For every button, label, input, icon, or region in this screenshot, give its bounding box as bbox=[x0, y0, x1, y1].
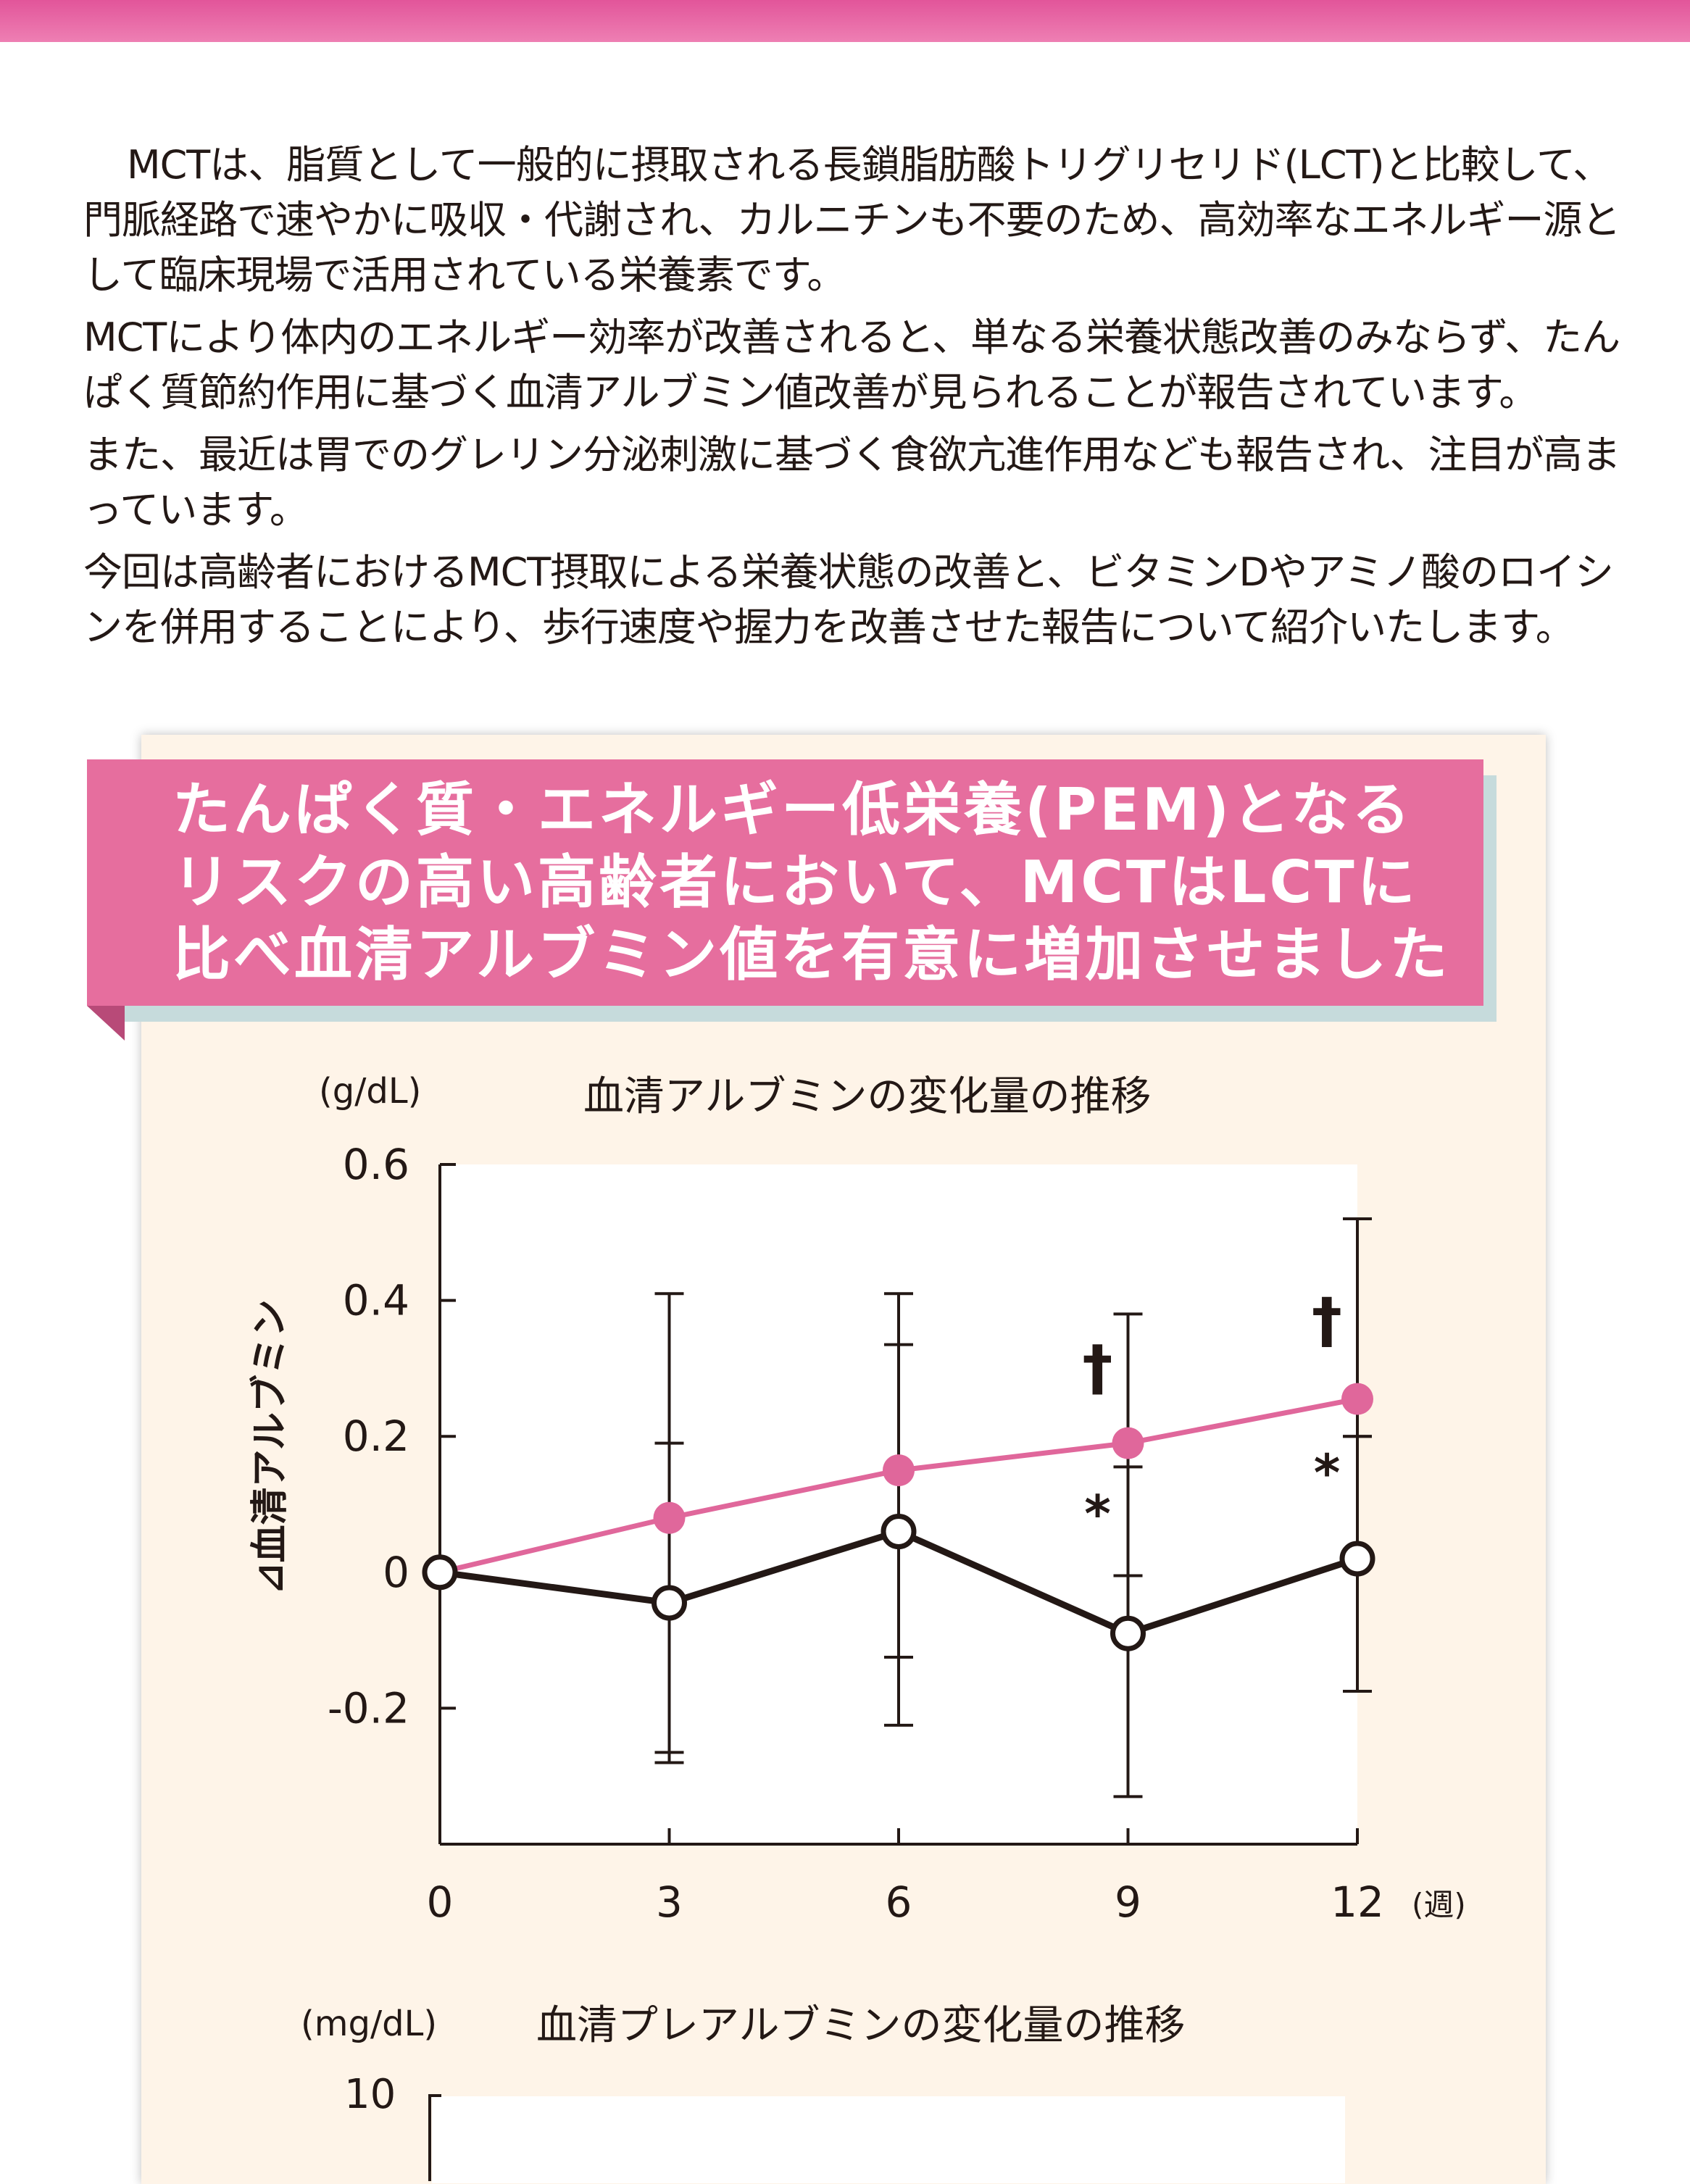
intro-paragraph: MCTにより体内のエネルギー効率が改善されると、単なる栄養状態改善のみならず、た… bbox=[83, 314, 1620, 415]
significance-mark: † bbox=[1083, 1333, 1113, 1404]
data-point-lct bbox=[422, 1554, 458, 1591]
data-point-lct bbox=[881, 1514, 917, 1550]
data-point-lct bbox=[652, 1585, 687, 1621]
x-tick-label: 6 bbox=[886, 1877, 912, 1927]
chart2-title: 血清プレアルブミンの変化量の推移 bbox=[536, 2002, 1186, 2049]
headline-banner bbox=[87, 759, 1483, 1006]
x-unit-label: (週) bbox=[1412, 1887, 1466, 1922]
x-tick-label: 12 bbox=[1331, 1877, 1384, 1927]
y-tick-label: 0 bbox=[383, 1548, 409, 1597]
intro-text: MCTは、脂質として一般的に摂取される長鎖脂肪酸トリグリセリド(LCT)と比較し… bbox=[83, 138, 1627, 662]
chart2-ytick: 10 bbox=[344, 2071, 396, 2118]
intro-paragraph: MCTは、脂質として一般的に摂取される長鎖脂肪酸トリグリセリド(LCT)と比較し… bbox=[83, 142, 1621, 298]
headline-line: 比べ血清アルブミン値を有意に増加させました bbox=[172, 921, 1451, 988]
y-tick-label: 0.6 bbox=[343, 1140, 409, 1189]
chart2-unit: (mg/dL) bbox=[301, 2004, 438, 2044]
y-tick-label: 0.2 bbox=[343, 1412, 409, 1461]
significance-mark: † bbox=[1312, 1285, 1342, 1356]
x-tick-label: 0 bbox=[427, 1877, 454, 1927]
data-point-lct bbox=[1110, 1615, 1146, 1651]
x-tick-label: 9 bbox=[1115, 1877, 1141, 1927]
headline-text: たんぱく質・エネルギー低栄養(PEM)となる リスクの高い高齢者において、MCT… bbox=[172, 774, 1477, 991]
x-tick-label: 3 bbox=[656, 1877, 683, 1927]
data-point-lct bbox=[1339, 1541, 1375, 1577]
top-accent-bar bbox=[0, 0, 1690, 42]
chart1-unit: (g/dL) bbox=[319, 1071, 422, 1112]
data-point-mct bbox=[1341, 1383, 1373, 1415]
data-point-mct bbox=[1112, 1427, 1144, 1459]
significance-mark: * bbox=[1084, 1485, 1111, 1544]
intro-paragraph: 今回は高齢者におけるMCT摂取による栄養状態の改善と、ビタミンDやアミノ酸のロイ… bbox=[83, 549, 1614, 650]
chart2-plot-area bbox=[432, 2096, 1345, 2183]
headline-line: リスクの高い高齢者において、MCTはLCTに bbox=[172, 849, 1418, 916]
banner-fold bbox=[87, 1006, 125, 1041]
chart2-y-tick bbox=[428, 2094, 441, 2097]
significance-mark: * bbox=[1314, 1443, 1341, 1503]
y-tick-label: -0.2 bbox=[328, 1683, 409, 1733]
data-point-mct bbox=[653, 1501, 686, 1534]
chart1-title: 血清アルブミンの変化量の推移 bbox=[583, 1073, 1152, 1120]
data-point-mct bbox=[883, 1454, 915, 1487]
chart2-y-axis bbox=[428, 2094, 431, 2181]
intro-paragraph: また、最近は胃でのグレリン分泌刺激に基づく食欲亢進作用なども報告され、注目が高ま… bbox=[83, 432, 1621, 533]
headline-line: たんぱく質・エネルギー低栄養(PEM)となる bbox=[172, 776, 1413, 843]
y-tick-label: 0.4 bbox=[343, 1276, 409, 1325]
